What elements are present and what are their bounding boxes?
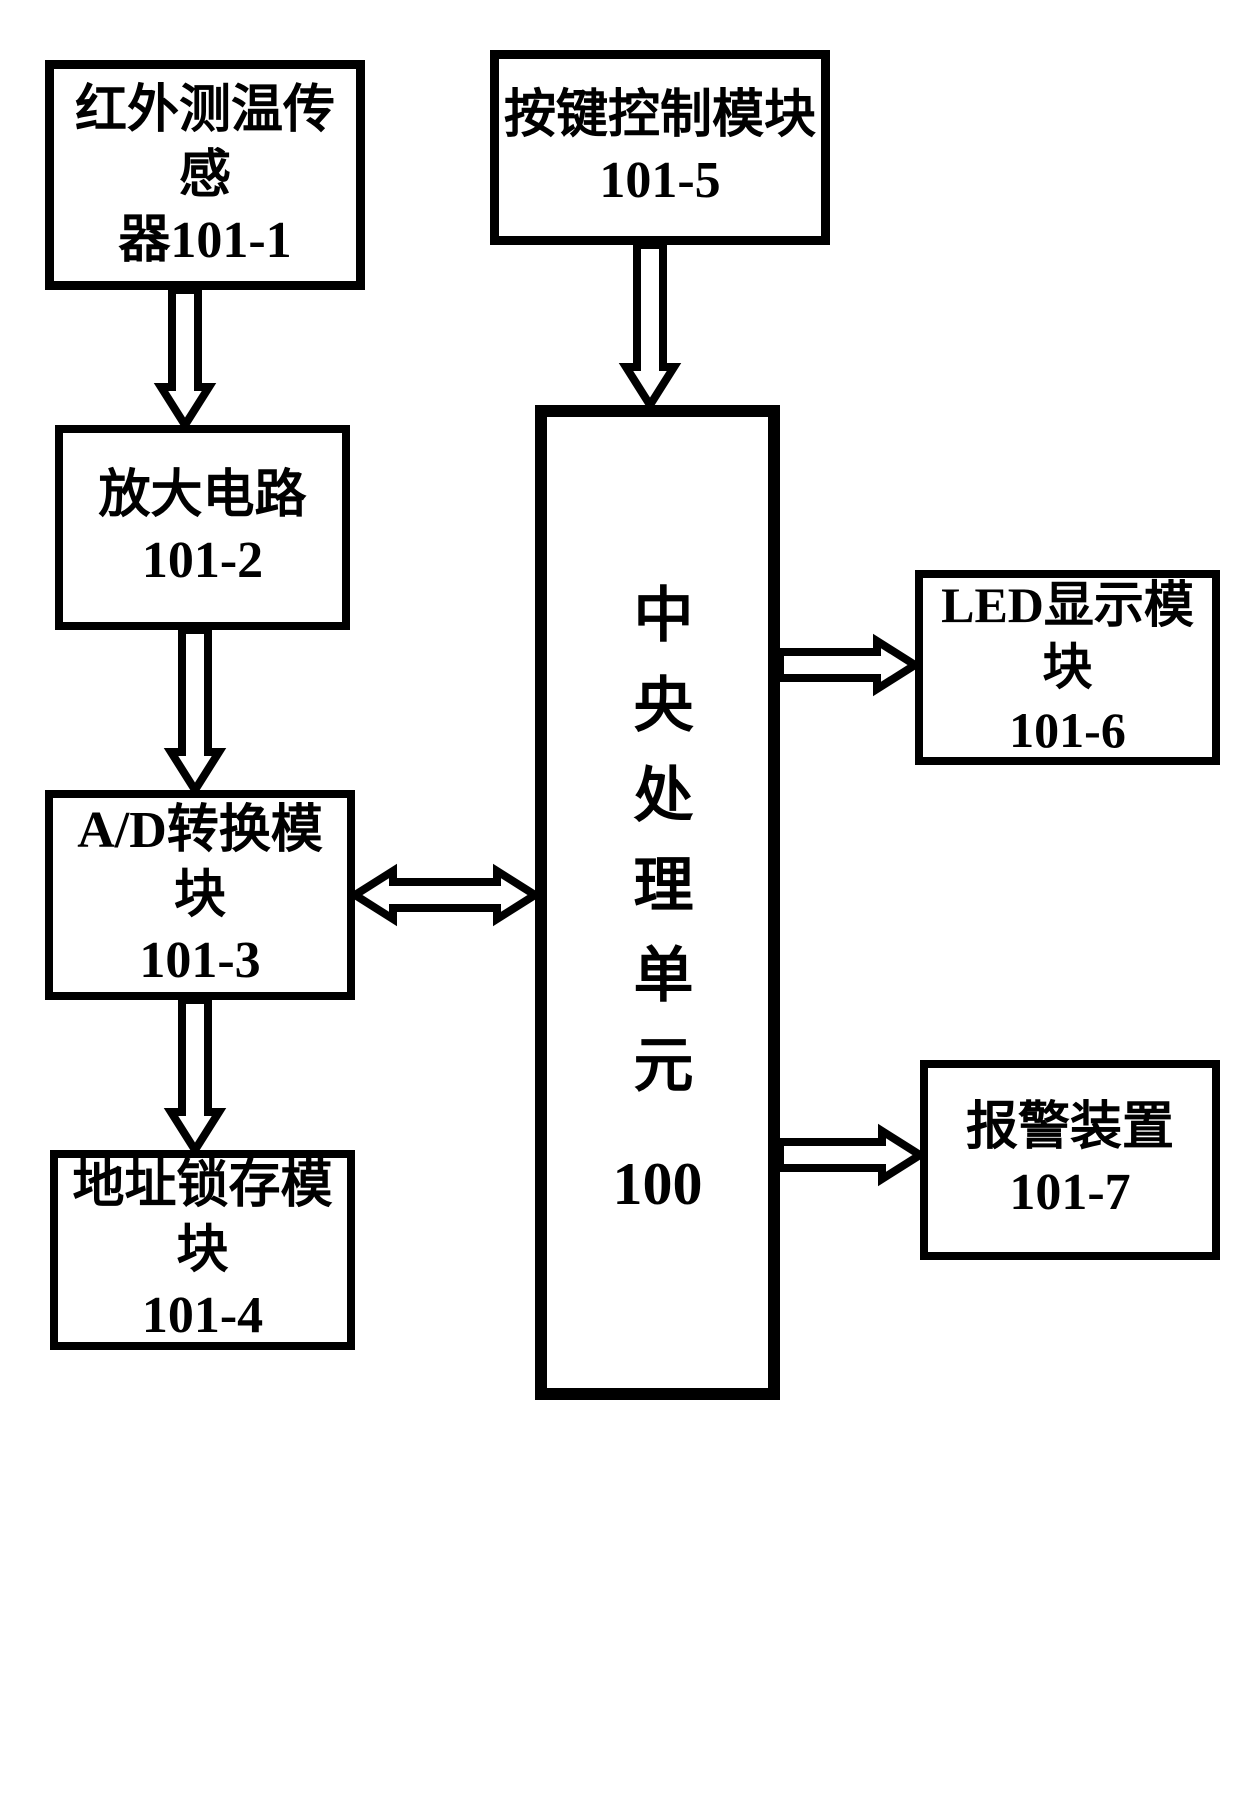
label-line1: 地址锁存模块 [58,1153,347,1283]
label-line1: 报警装置 [966,1095,1174,1160]
box-ir-sensor: 红外测温传感 器101-1 [45,60,365,290]
label-line2: 101-5 [599,148,720,213]
box-key-control: 按键控制模块 101-5 [490,50,830,245]
label-line1: LED显示模块 [923,574,1212,699]
label-line2: 101-2 [142,528,263,593]
label-line1: A/D转换模块 [53,798,347,928]
label-line2: 101-3 [139,928,260,993]
box-cpu: 中央处理单元 100 [535,405,780,1400]
diagram-canvas: { "canvas": { "width": 1240, "height": 1… [0,0,1240,1796]
cpu-label: 中央处理单元 [620,583,695,1123]
box-address-latch: 地址锁存模块 101-4 [50,1150,355,1350]
label-line2: 101-7 [1009,1160,1130,1225]
box-amplifier: 放大电路 101-2 [55,425,350,630]
label-line1: 按键控制模块 [504,83,816,148]
label-line2: 101-6 [1009,699,1126,762]
label-line1: 放大电路 [98,463,306,528]
box-led-display: LED显示模块 101-6 [915,570,1220,765]
label-line2: 器101-1 [118,208,291,273]
cpu-code: 100 [613,1147,703,1222]
box-alarm: 报警装置 101-7 [920,1060,1220,1260]
label-line1: 红外测温传感 [54,78,356,208]
box-adc: A/D转换模块 101-3 [45,790,355,1000]
label-line2: 101-4 [142,1283,263,1348]
